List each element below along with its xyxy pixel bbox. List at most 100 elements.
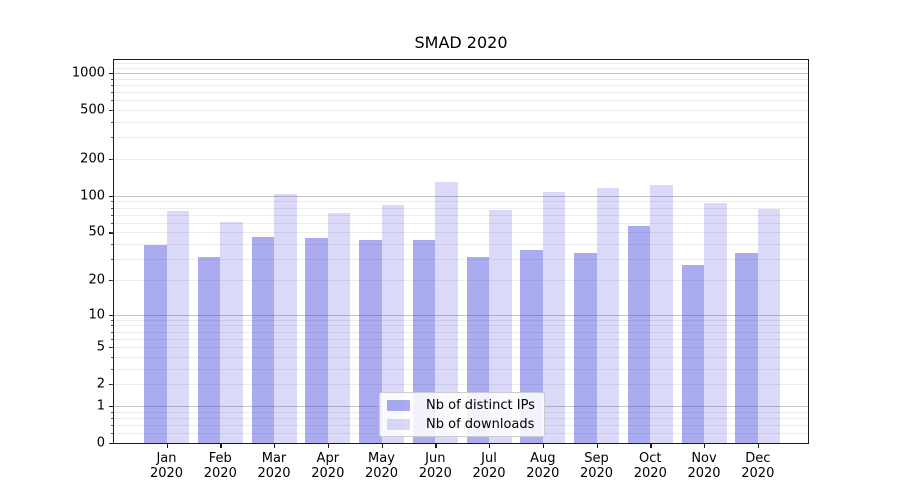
x-tick-mark [704,444,706,448]
x-tick-mark [596,444,598,448]
x-tick-mark [220,444,222,448]
y-minor-tick-mark [110,232,113,234]
y-tick-mark [109,73,113,75]
x-tick-mark [542,444,545,448]
y-minor-tick-mark [110,425,113,426]
y-tick-label: 50 [88,224,105,240]
plot-canvas [114,60,808,443]
bar-ips-nov [681,264,704,443]
y-minor-tick-mark [110,122,113,123]
y-minor-tick-mark [110,279,113,281]
gridline-minor [114,325,808,327]
bar-downloads-dec [757,209,781,443]
y-minor-tick-mark [110,92,113,94]
y-tick-label: 100 [80,188,105,204]
y-tick-label: 1 [96,398,105,414]
y-tick-label: 5 [96,339,105,355]
x-tick-mark [435,444,437,448]
gridline-minor [114,159,808,160]
bar-downloads-jan [166,211,189,443]
bar-ips-apr [305,238,328,443]
legend-item-downloads: Nb of downloads [387,416,544,433]
x-tick-mark [650,444,652,448]
y-minor-tick-mark [110,110,113,112]
y-minor-tick-mark [110,222,113,224]
y-minor-tick-mark [110,368,113,370]
bar-ips-jan [144,245,167,443]
legend: Nb of distinct IPs Nb of downloads [379,392,545,437]
y-minor-tick-mark [110,159,113,160]
bar-ips-may [359,240,382,443]
x-tick-label: Jan 2020 [149,451,184,481]
y-tick-label: 20 [88,272,105,288]
gridline-minor [114,137,808,139]
bar-downloads-apr [327,213,351,443]
legend-label-ips: Nb of distinct IPs [426,397,535,413]
gridline-minor [114,347,808,348]
x-tick-mark [274,444,276,448]
x-tick-label: Oct 2020 [633,451,667,481]
gridline-minor [114,368,808,370]
y-minor-tick-mark [110,244,113,246]
chart-title: SMAD 2020 [414,33,508,52]
bar-ips-dec [735,252,758,443]
x-tick-label: Apr 2020 [311,451,345,481]
bar-ips-oct [627,225,651,443]
y-tick-mark [109,195,113,198]
y-minor-tick-mark [110,259,113,261]
x-tick-label: Feb 2020 [203,451,237,481]
y-minor-tick-mark [110,356,113,358]
gridline-minor [114,279,808,281]
gridline-minor [114,222,808,224]
y-minor-tick-mark [110,325,113,327]
gridline-minor [114,214,808,216]
gridline-minor [114,244,808,246]
gridline-minor [114,201,808,203]
x-tick-label: Dec 2020 [741,451,775,481]
bar-downloads-sep [596,188,619,443]
x-tick-label: Nov 2020 [687,451,721,481]
gridline-minor [114,122,808,123]
y-minor-tick-mark [110,417,113,419]
x-tick-mark [489,444,491,448]
y-tick-mark [109,314,113,316]
gridline-minor [114,84,808,86]
x-tick-mark [757,444,760,448]
legend-item-distinct-ips: Nb of distinct IPs [387,397,544,414]
y-tick-label: 500 [80,102,105,118]
legend-label-downloads: Nb of downloads [426,416,535,432]
x-tick-mark [166,444,168,448]
x-tick-label: Jul 2020 [472,451,506,481]
gridline-minor [114,356,808,358]
y-tick-label: 0 [96,435,105,451]
plot-area [113,59,809,444]
bar-downloads-jun [435,181,458,443]
y-minor-tick-mark [110,214,113,216]
gridline-minor [114,110,808,112]
bar-downloads-feb [220,222,243,443]
y-minor-tick-mark [110,137,113,139]
y-tick-label: 10 [88,307,105,323]
y-minor-tick-mark [110,201,113,203]
x-tick-label: Sep 2020 [579,451,614,481]
x-tick-label: May 2020 [364,451,399,481]
legend-swatch-downloads-icon [387,418,410,430]
gridline-minor [114,100,808,102]
bar-downloads-jul [489,210,512,443]
bar-downloads-mar [274,193,297,443]
x-tick-label: Aug 2020 [526,451,560,481]
y-minor-tick-mark [110,207,113,209]
bar-downloads-oct [650,184,673,443]
bar-ips-sep [574,252,597,443]
x-tick-mark [327,444,330,448]
gridline-minor [114,92,808,94]
y-minor-tick-mark [110,411,113,413]
y-tick-label: 200 [80,151,105,167]
gridline-minor [114,338,808,340]
bar-downloads-may [381,205,404,443]
gridline-major [114,73,808,74]
x-tick-label: Mar 2020 [257,451,291,481]
gridline-minor [114,259,808,261]
bar-ips-mar [251,236,274,443]
